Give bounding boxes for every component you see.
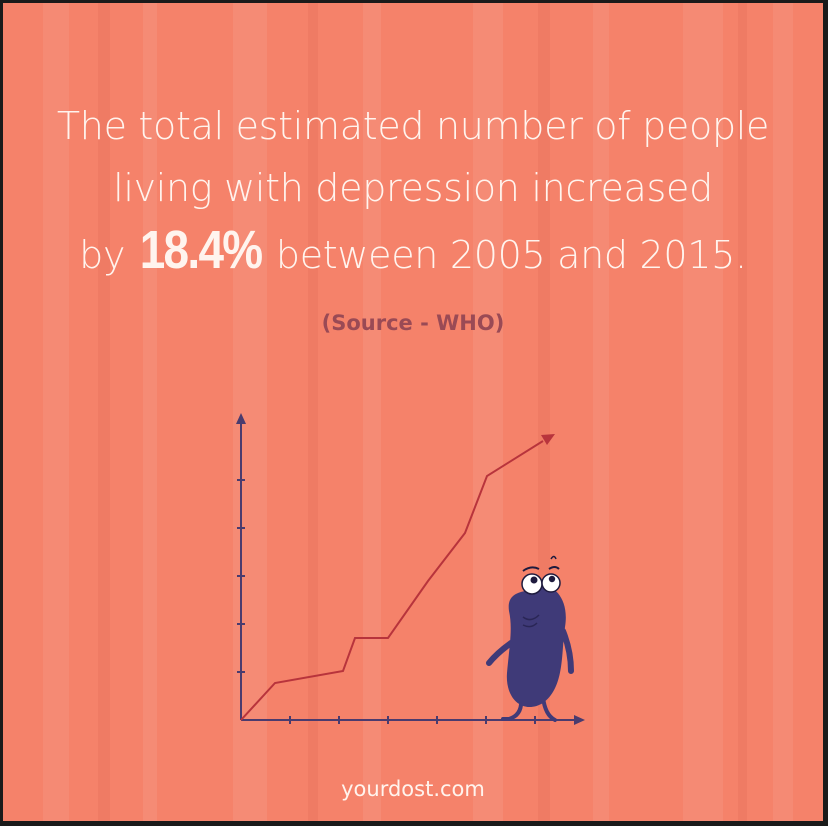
trend-line [240, 440, 544, 721]
website-footer: yourdost.com [341, 777, 485, 801]
headline-line-1: The total estimated number of people [56, 104, 770, 148]
headline-line-3: by 18.4% between 2005 and 2015. [3, 219, 823, 286]
source-citation: (Source - WHO) [321, 311, 505, 335]
y-axis-arrow-icon [236, 413, 246, 424]
worried-character-icon [486, 555, 574, 722]
x-axis-arrow-icon [574, 715, 585, 725]
headline-prefix: by [79, 233, 126, 277]
chart-axes [240, 421, 578, 721]
axis-ticks [237, 479, 536, 724]
headline-line-2: living with depression increased [113, 166, 713, 210]
line-chart-icon [236, 413, 585, 725]
headline: The total estimated number of people liv… [3, 95, 823, 286]
highlight-percentage: 18.4% [139, 220, 263, 280]
infographic-card: The total estimated number of people liv… [3, 3, 823, 821]
headline-suffix: between 2005 and 2015. [275, 233, 747, 277]
trend-arrow-icon [541, 434, 555, 445]
